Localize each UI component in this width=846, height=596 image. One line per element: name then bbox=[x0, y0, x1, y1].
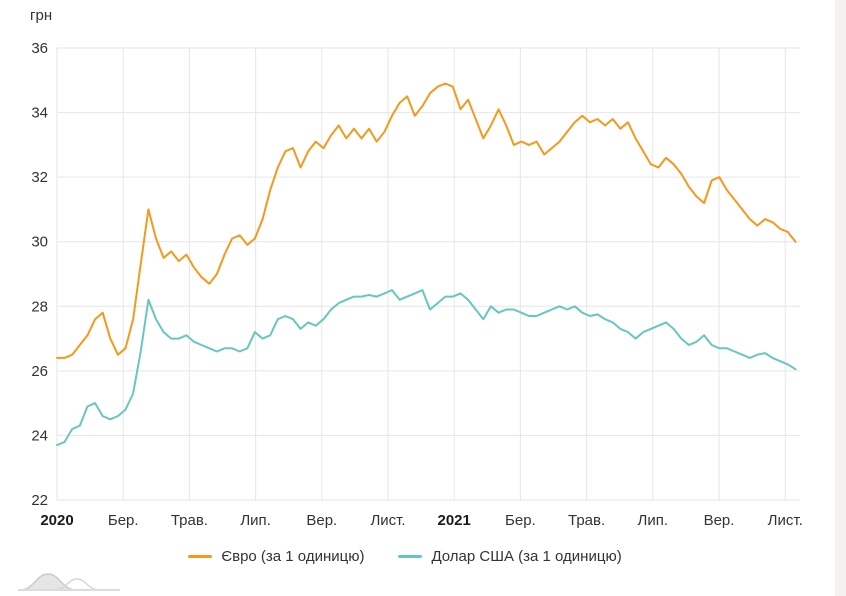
x-tick-label: Лист. bbox=[768, 512, 803, 529]
chart-svg[interactable]: 36 34 32 30 28 26 24 22 2020 Бер. Трав. Лип. Вер. Лис… bbox=[0, 0, 846, 540]
legend-label-euro: Євро (за 1 одиницю) bbox=[221, 548, 365, 565]
y-tick-label: 36 bbox=[31, 40, 48, 57]
series-line-1[interactable] bbox=[56, 289, 797, 447]
x-tick-year-label: 2021 bbox=[438, 512, 471, 529]
legend-item-usd[interactable]: Долар США (за 1 одиницю) bbox=[398, 548, 622, 565]
y-tick-label: 22 bbox=[31, 492, 48, 509]
y-tick-label: 32 bbox=[31, 169, 48, 186]
x-tick-label: Лип. bbox=[638, 512, 669, 529]
x-tick-year-label: 2020 bbox=[40, 512, 73, 529]
x-tick-label: Бер. bbox=[108, 512, 139, 529]
y-tick-label: 24 bbox=[31, 427, 48, 444]
legend-label-usd: Долар США (за 1 одиницю) bbox=[431, 548, 622, 565]
legend-item-euro[interactable]: Євро (за 1 одиницю) bbox=[188, 548, 364, 565]
x-tick-label: Вер. bbox=[704, 512, 735, 529]
x-tick-label: Бер. bbox=[505, 512, 536, 529]
x-tick-label: Трав. bbox=[568, 512, 605, 529]
legend-swatch-usd-icon bbox=[398, 555, 423, 558]
y-tick-label: 34 bbox=[31, 105, 48, 122]
x-tick-label: Трав. bbox=[171, 512, 208, 529]
page-right-strip bbox=[835, 0, 846, 596]
x-tick-label: Лист. bbox=[370, 512, 405, 529]
series-line-0[interactable] bbox=[56, 82, 797, 359]
chart-hills-logo-icon bbox=[18, 573, 120, 591]
y-axis-title: грн bbox=[30, 7, 53, 24]
x-tick-label: Лип. bbox=[240, 512, 271, 529]
chart-legend: Євро (за 1 одиницю) Долар США (за 1 один… bbox=[0, 548, 810, 565]
y-tick-label: 30 bbox=[31, 234, 48, 251]
y-tick-label: 28 bbox=[31, 298, 48, 315]
x-tick-label: Вер. bbox=[306, 512, 337, 529]
y-tick-label: 26 bbox=[31, 363, 48, 380]
legend-swatch-euro-icon bbox=[188, 555, 213, 558]
